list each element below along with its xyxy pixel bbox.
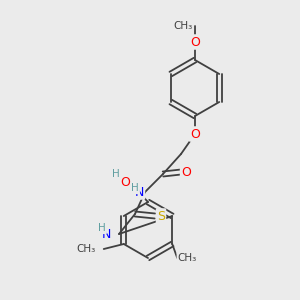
Text: CH₃: CH₃ [178,253,197,263]
Text: CH₃: CH₃ [76,244,96,254]
Text: CH₃: CH₃ [174,21,193,31]
Text: N: N [102,227,111,241]
Text: S: S [157,209,165,223]
Text: H: H [112,169,120,179]
Text: O: O [181,166,191,178]
Text: O: O [190,35,200,49]
Text: O: O [190,128,200,140]
Text: H: H [98,223,106,233]
Text: H: H [131,183,139,193]
Text: O: O [120,176,130,188]
Text: N: N [135,185,144,199]
